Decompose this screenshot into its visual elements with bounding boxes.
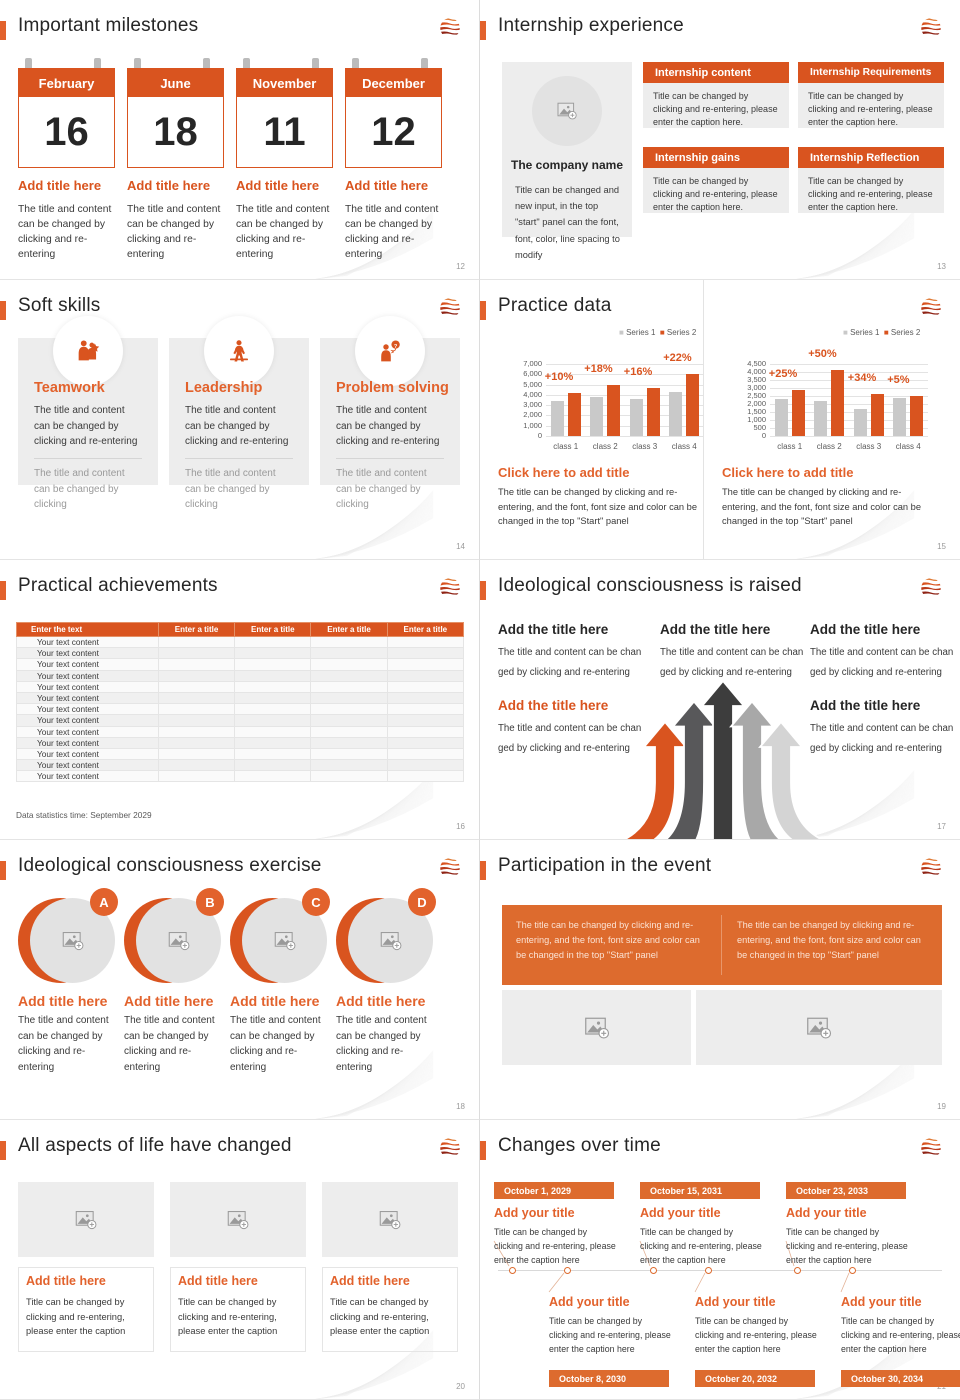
svg-text:?: ? — [394, 344, 398, 350]
